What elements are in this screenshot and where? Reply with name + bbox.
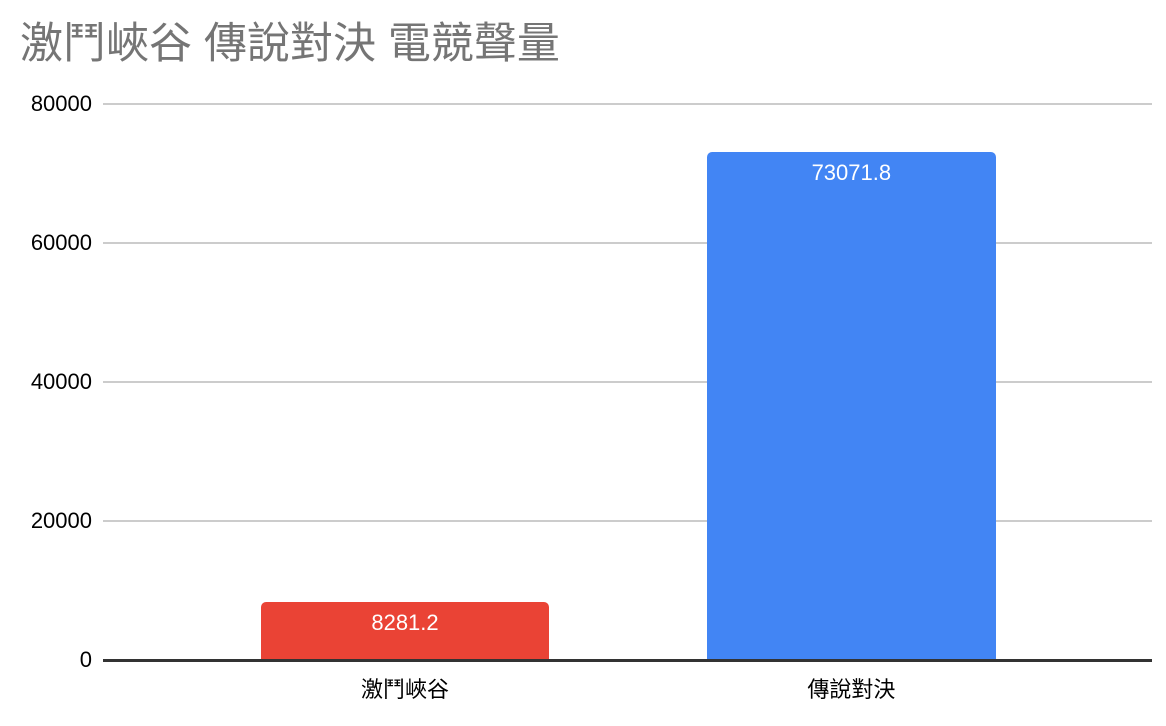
y-axis-tick-label: 20000 [30,508,92,533]
gridline [103,520,1152,522]
bar-value-label: 8281.2 [371,610,439,636]
y-axis-tick-label: 60000 [30,230,92,255]
chart-title: 激鬥峽谷 傳說對決 電競聲量 [20,20,560,68]
x-axis-category-label: 激鬥峽谷 [360,677,450,702]
gridline [103,381,1152,383]
bar-value-label: 73071.8 [811,160,892,186]
bar: 8281.2 [260,602,550,660]
y-axis-tick-label: 80000 [30,91,92,116]
x-axis-line [103,658,1152,662]
y-axis-tick-label: 40000 [30,369,92,394]
y-axis-tick-label: 0 [79,647,92,672]
bar: 73071.8 [706,152,996,660]
gridline [103,242,1152,244]
gridline [103,103,1152,105]
x-axis-category-label: 傳說對決 [807,677,896,702]
